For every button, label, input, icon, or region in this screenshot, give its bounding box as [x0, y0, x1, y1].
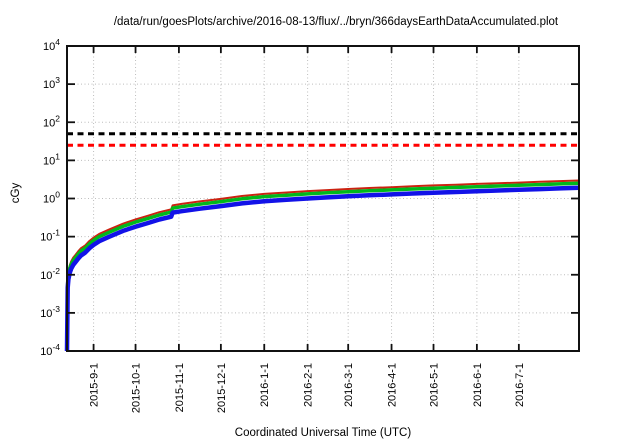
- x-tick-label: 2015-12-1: [216, 363, 228, 413]
- series-green-line: [65, 181, 580, 352]
- x-tick-label: 2015-10-1: [131, 363, 143, 413]
- x-tick-label: 2016-4-1: [387, 363, 399, 407]
- series-blue-line: [64, 185, 580, 352]
- y-tick-label: 10-4: [40, 342, 60, 358]
- x-tick-label: 2016-5-1: [429, 363, 441, 407]
- chart-title: /data/run/goesPlots/archive/2016-08-13/f…: [113, 16, 559, 28]
- y-tick-label: 10-3: [40, 304, 60, 320]
- x-tick-label: 2016-2-1: [303, 363, 315, 407]
- y-tick-label: 101: [43, 151, 60, 167]
- x-tick-label: 2016-3-1: [343, 363, 355, 407]
- x-axis-label: Coordinated Universal Time (UTC): [234, 427, 412, 439]
- y-axis-label: cGy: [10, 182, 22, 204]
- series-red-line: [66, 179, 580, 349]
- y-tick-label: 10-1: [40, 228, 60, 244]
- y-tick-label: 104: [43, 37, 60, 53]
- x-tick-label: 2016-1-1: [259, 363, 271, 407]
- y-tick-label: 100: [43, 190, 60, 206]
- y-tick-label: 102: [43, 113, 60, 129]
- x-tick-label: 2015-9-1: [89, 363, 101, 407]
- x-tick-label: 2016-7-1: [514, 363, 526, 407]
- x-tick-label: 2015-11-1: [174, 363, 186, 412]
- x-tick-label: 2016-6-1: [472, 363, 484, 407]
- y-tick-label: 10-2: [40, 266, 60, 282]
- y-tick-label: 103: [43, 75, 60, 91]
